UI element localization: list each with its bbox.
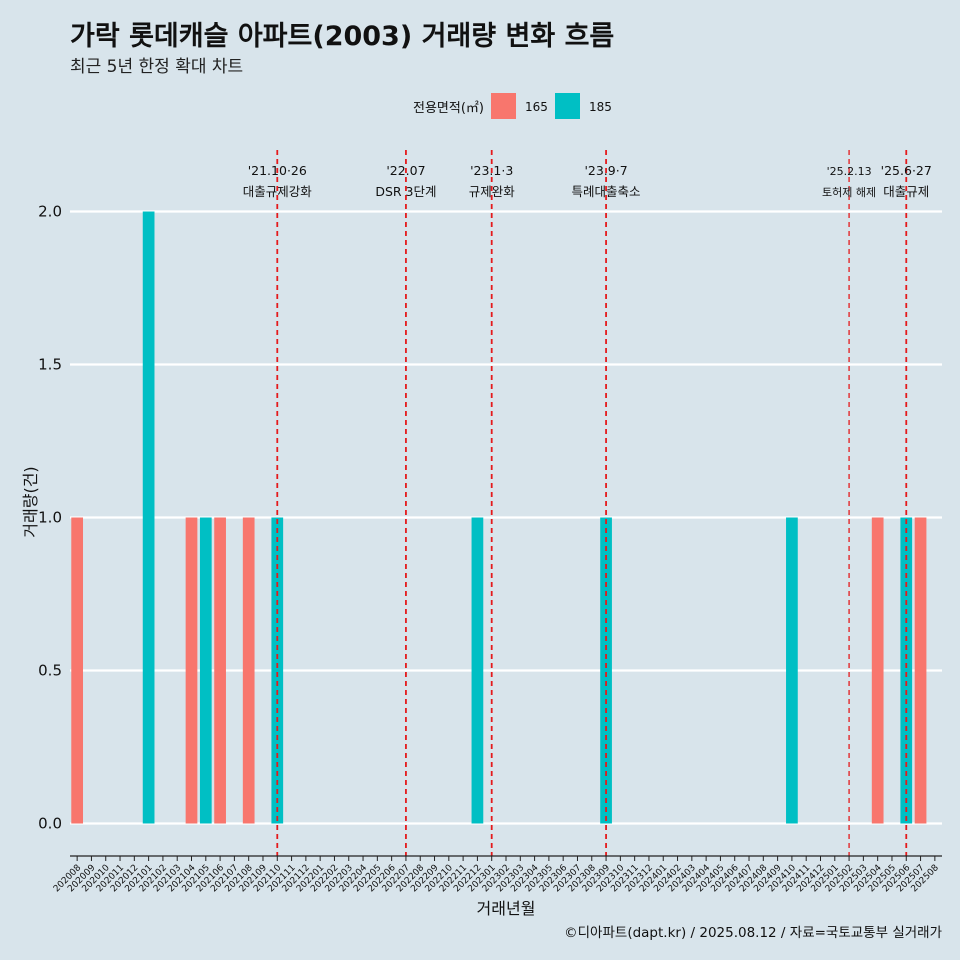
chart-subtitle: 최근 5년 한정 확대 차트 <box>70 57 244 77</box>
event-date-label: '25.6·27 <box>881 163 932 178</box>
legend-swatch-185 <box>555 93 580 119</box>
bar-165-202104 <box>185 517 198 824</box>
event-description-label: 특례대출축소 <box>572 184 641 199</box>
bar-185-202101 <box>142 211 155 824</box>
bar-165-202108 <box>242 517 255 824</box>
chart-title: 가락 롯데캐슬 아파트(2003) 거래량 변화 흐름 <box>70 21 615 52</box>
bar-185-202105 <box>199 517 212 824</box>
y-tick-label: 1.0 <box>38 509 62 527</box>
x-axis-title: 거래년월 <box>477 899 536 918</box>
y-tick-label: 0.5 <box>38 662 62 680</box>
event-description-label: 대출규제강화 <box>243 184 313 199</box>
bar-185-202309 <box>600 517 612 824</box>
bar-165-202008 <box>71 517 84 824</box>
legend-label-185: 185 <box>589 100 612 114</box>
y-tick-label: 0.0 <box>38 815 62 833</box>
bar-165-202507 <box>914 517 927 824</box>
y-tick-label: 1.5 <box>38 356 62 374</box>
event-date-label: '25.2.13 <box>827 165 872 178</box>
bar-185-202110 <box>271 517 284 824</box>
event-date-label: '22.07 <box>386 163 425 178</box>
event-date-label: '23.9·7 <box>584 163 627 178</box>
legend-label-165: 165 <box>525 100 548 114</box>
bar-185-202506 <box>900 517 913 824</box>
bar-165-202106 <box>214 517 226 824</box>
event-description-label: 토허제 해제 <box>822 185 876 199</box>
event-date-label: '21.10·26 <box>248 163 307 178</box>
legend-swatch-165 <box>491 93 516 119</box>
y-tick-label: 2.0 <box>38 203 62 221</box>
y-axis-title: 거래량(건) <box>21 466 40 537</box>
source-caption: ©디아파트(dapt.kr) / 2025.08.12 / 자료=국토교통부 실… <box>564 925 942 941</box>
event-description-label: 대출규제 <box>883 184 929 199</box>
bar-185-202410 <box>786 517 798 824</box>
bar-185-202212 <box>471 517 484 824</box>
event-date-label: '23.1·3 <box>470 163 513 178</box>
event-description-label: DSR 3단계 <box>375 184 436 199</box>
bar-165-202504 <box>871 517 884 824</box>
legend-title: 전용면적(㎡) <box>413 101 484 116</box>
event-description-label: 규제완화 <box>469 184 516 199</box>
